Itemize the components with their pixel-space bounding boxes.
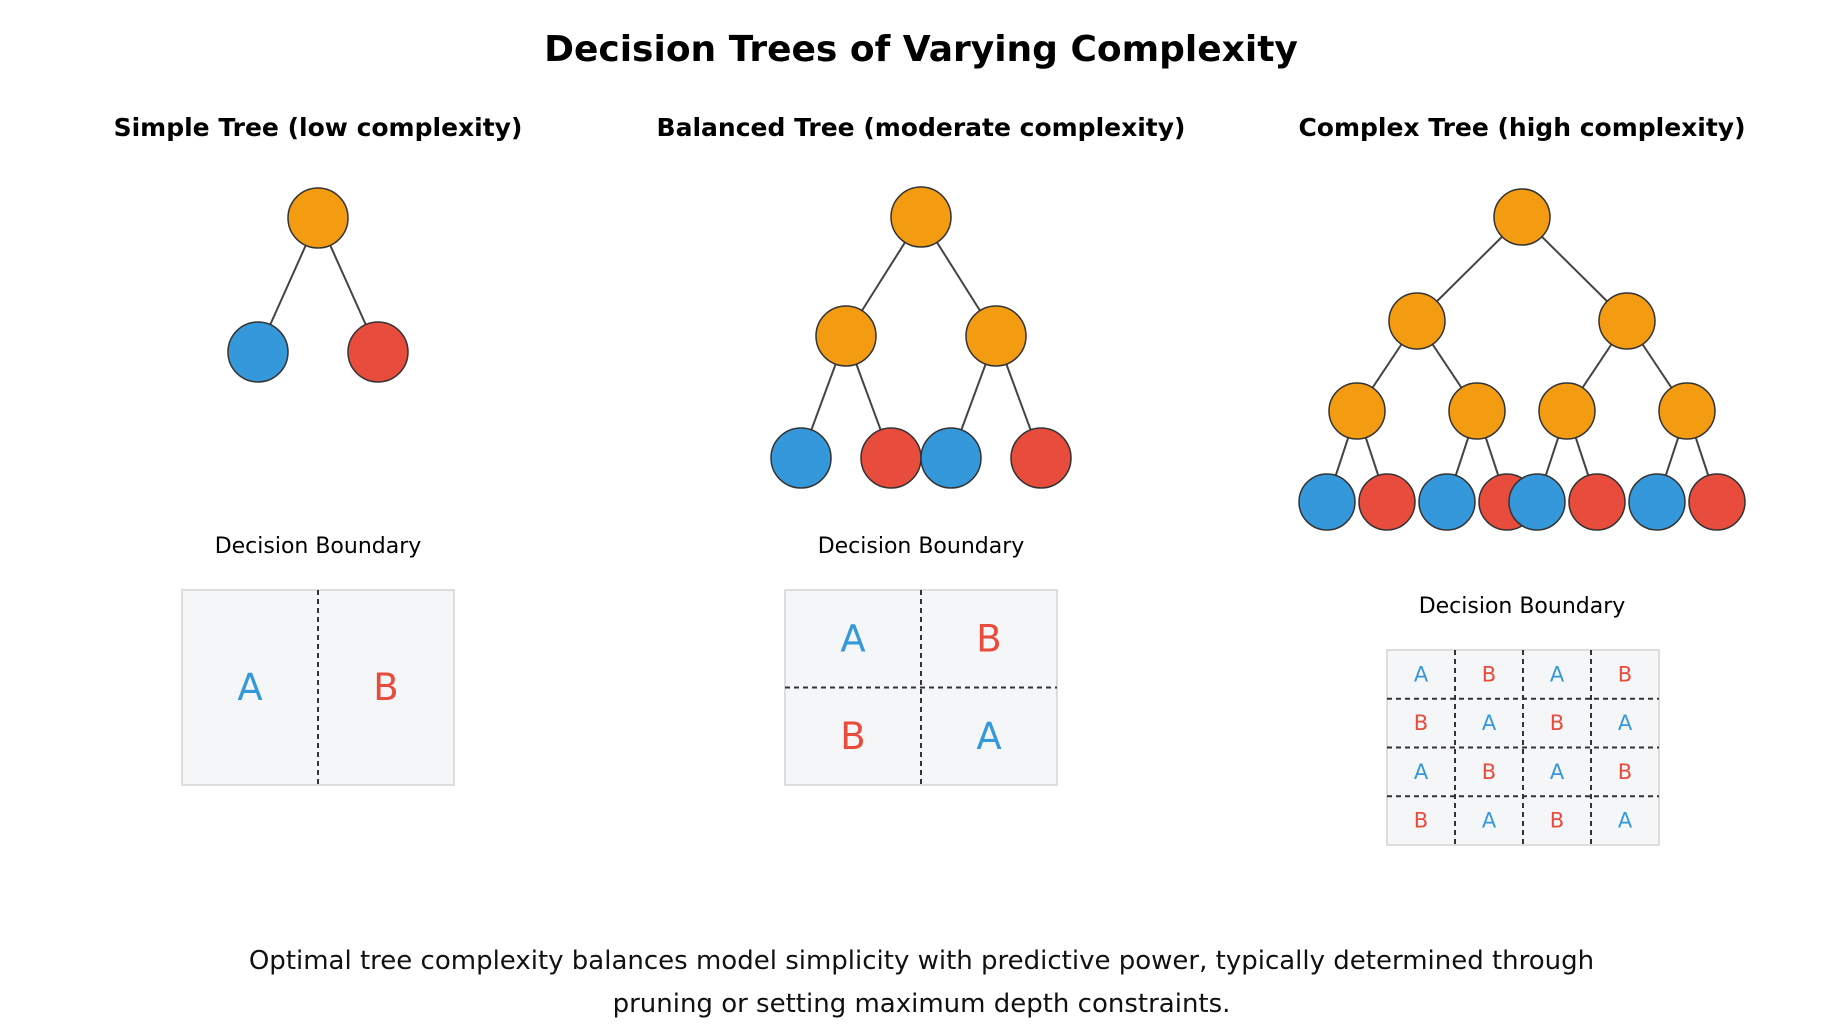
region-label-b: B [1550,711,1564,735]
internal-node [1658,382,1716,440]
leaf-node-b [1688,473,1746,531]
panel-title-simple: Simple Tree (low complexity) [114,113,523,142]
simple-tree [227,187,409,383]
leaf-node-b [347,321,409,383]
region-label-b: B [373,666,398,709]
region-label-a: A [237,666,262,709]
region-label-b: B [1550,809,1564,833]
region-label-a: A [1618,711,1633,735]
balanced-tree [770,186,1072,489]
leaf-node-a [1628,473,1686,531]
region-label-b: B [1414,809,1428,833]
internal-node [1538,382,1596,440]
region-label-a: A [1482,809,1497,833]
internal-node [287,187,349,249]
decision-boundary-balanced: A B B A [784,589,1058,786]
region-label-b: B [1414,711,1428,735]
leaf-node-a [227,321,289,383]
boundary-label-simple: Decision Boundary [215,534,422,559]
internal-node [1328,382,1386,440]
leaf-node-a [1508,473,1566,531]
page-title: Decision Trees of Varying Complexity [544,29,1298,70]
region-label-a: A [1482,711,1497,735]
leaf-node-b [1358,473,1416,531]
leaf-node-b [860,427,922,489]
region-label-b: B [1618,662,1632,686]
internal-node [965,305,1027,367]
region-label-b: B [1482,662,1496,686]
region-label-b: B [976,617,1001,660]
caption-text: Optimal tree complexity balances model s… [248,946,1595,1019]
internal-node [1598,292,1656,350]
internal-node [1493,188,1551,246]
leaf-node-a [1298,473,1356,531]
region-label-a: A [1414,662,1429,686]
leaf-node-b [1568,473,1626,531]
leaf-node-a [1418,473,1476,531]
region-label-a: A [840,617,865,660]
region-label-a: A [1550,662,1565,686]
region-label-b: B [1482,760,1496,784]
complex-tree [1298,188,1746,531]
boundary-label-complex: Decision Boundary [1419,594,1626,619]
decision-boundary-complex: A B A B B A B A A B A B B A B A [1386,649,1660,846]
leaf-node-b [1010,427,1072,489]
internal-node [815,305,877,367]
internal-node [1388,292,1446,350]
region-label-b: B [1618,760,1632,784]
panel-title-complex: Complex Tree (high complexity) [1298,113,1745,142]
panel-title-balanced: Balanced Tree (moderate complexity) [657,113,1186,142]
region-label-b: B [840,715,865,758]
leaf-node-a [920,427,982,489]
leaf-node-a [770,427,832,489]
boundary-label-balanced: Decision Boundary [818,534,1025,559]
region-label-a: A [1414,760,1429,784]
internal-node [1448,382,1506,440]
region-label-a: A [1618,809,1633,833]
region-label-a: A [976,715,1001,758]
internal-node [890,186,952,248]
region-label-a: A [1550,760,1565,784]
